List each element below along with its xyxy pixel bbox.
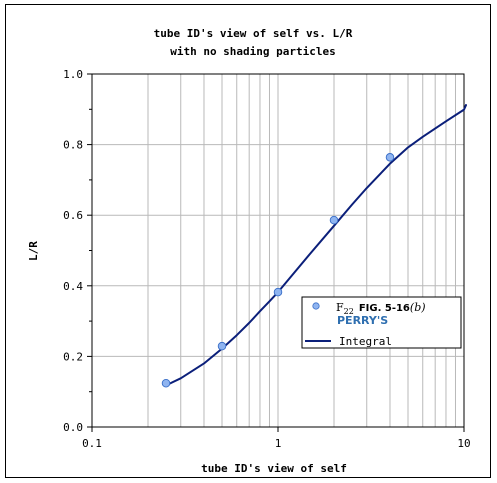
chart-frame — [5, 4, 491, 478]
x-tick-label: 1 — [275, 437, 282, 450]
y-tick-label: 0.8 — [63, 139, 83, 152]
legend-f-subscript: 22 — [344, 307, 354, 316]
legend-box — [301, 296, 462, 349]
legend-marker — [312, 302, 320, 310]
legend-fig: FIG. 5-16 — [359, 303, 410, 314]
grid — [92, 74, 464, 427]
data-point — [329, 215, 339, 225]
series — [161, 104, 467, 388]
y-tick-label: 0.6 — [63, 209, 83, 222]
chart-title-line-2: with no shading particles — [170, 45, 336, 58]
chart-title-line-1: tube ID's view of self vs. L/R — [154, 27, 353, 40]
axes — [87, 73, 465, 432]
tick-labels: 0.0 0.2 0.4 0.6 0.8 1.0 0.1 1 10 — [63, 68, 471, 450]
y-tick-label: 0.0 — [63, 421, 83, 434]
y-tick-label: 0.4 — [63, 280, 83, 293]
y-tick-label: 0.2 — [63, 350, 83, 363]
x-tick-label: 10 — [457, 437, 470, 450]
legend-label-integral: Integral — [339, 335, 392, 348]
y-axis-label: L/R — [27, 241, 40, 261]
x-axis-label: tube ID's view of self — [201, 462, 347, 475]
legend-f: F — [336, 301, 344, 314]
legend-source-perrys: PERRY'S — [337, 314, 388, 327]
x-tick-label: 0.1 — [82, 437, 102, 450]
y-tick-label: 1.0 — [63, 68, 83, 81]
data-point — [273, 287, 283, 297]
legend: F22 FIG. 5-16(b) PERRY'S Integral — [301, 296, 462, 349]
data-point — [217, 341, 227, 351]
data-point — [385, 153, 395, 162]
data-point — [161, 378, 171, 388]
legend-fig-paren: (b) — [410, 301, 426, 314]
legend-label-markers: F22 FIG. 5-16(b) — [336, 301, 426, 316]
